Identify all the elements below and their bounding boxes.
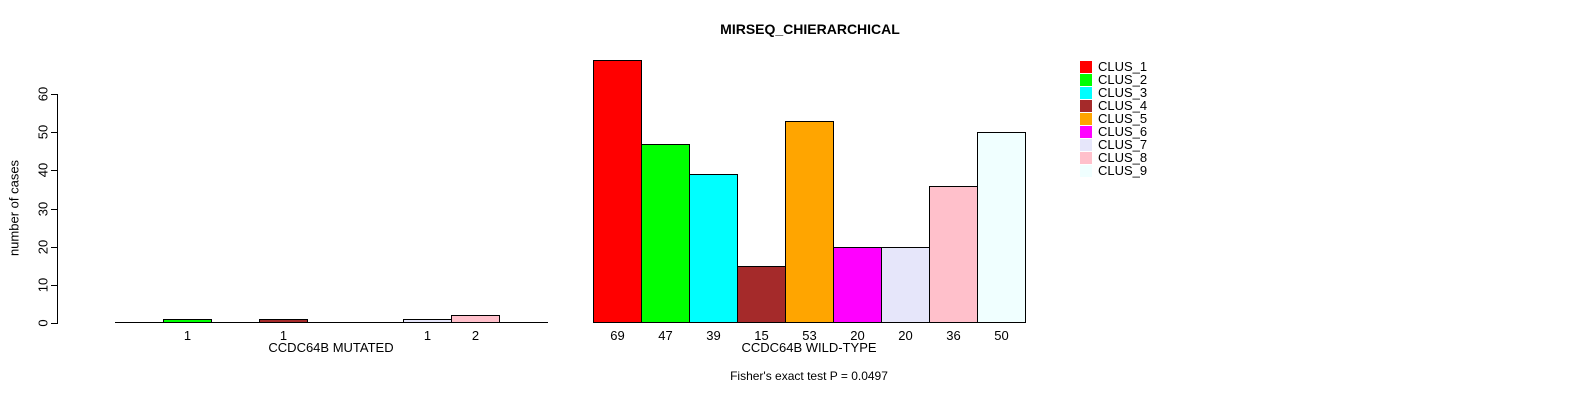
legend-swatch-icon (1080, 86, 1092, 99)
y-tick-label: 0 (35, 319, 51, 327)
legend-item: CLUS_3 (1080, 86, 1147, 99)
bar-CLUS_8 (929, 186, 978, 323)
legend-label: CLUS_9 (1098, 163, 1148, 178)
legend-swatch-icon (1080, 112, 1092, 125)
legend-label: CLUS_7 (1098, 137, 1148, 152)
legend-item: CLUS_4 (1080, 99, 1147, 112)
bar-CLUS_1 (593, 60, 642, 323)
legend-item: CLUS_6 (1080, 125, 1147, 138)
y-tick (51, 323, 57, 324)
y-tick (51, 132, 57, 133)
y-tick (51, 209, 57, 210)
y-tick-label: 50 (35, 124, 51, 140)
legend-label: CLUS_4 (1098, 98, 1148, 113)
x-axis-label-wildtype: CCDC64B WILD-TYPE (741, 340, 877, 355)
x-axis-label-mutated: CCDC64B MUTATED (268, 340, 394, 355)
bar-CLUS_7 (881, 247, 930, 323)
bar-value-label: 15 (754, 328, 769, 343)
legend-label: CLUS_1 (1098, 59, 1148, 74)
bar-value-label: 1 (279, 328, 288, 343)
y-tick (51, 94, 57, 95)
bar-value-label: 20 (898, 328, 913, 343)
bar-CLUS_5 (785, 121, 834, 323)
legend-item: CLUS_8 (1080, 151, 1147, 164)
legend-swatch-icon (1080, 138, 1092, 151)
bar-CLUS_4 (259, 319, 308, 323)
legend-swatch-icon (1080, 60, 1092, 73)
bar-value-label: 2 (471, 328, 480, 343)
legend-swatch-icon (1080, 125, 1092, 138)
x-axis-baseline (115, 322, 548, 323)
y-tick (51, 285, 57, 286)
legend-item: CLUS_5 (1080, 112, 1147, 125)
bar-CLUS_2 (163, 319, 212, 323)
bar-CLUS_7 (403, 319, 452, 323)
legend-item: CLUS_1 (1080, 60, 1147, 73)
bar-value-label: 20 (850, 328, 865, 343)
bar-value-label: 69 (610, 328, 625, 343)
legend-label: CLUS_8 (1098, 150, 1148, 165)
legend: CLUS_1 CLUS_2 CLUS_3 CLUS_4 CLUS_5 CLUS_6 CLUS… (1080, 60, 1147, 177)
legend-swatch-icon (1080, 73, 1092, 86)
y-axis-title: number of cases (6, 159, 22, 257)
bar-value-label: 50 (994, 328, 1009, 343)
y-tick-label: 40 (35, 162, 51, 178)
legend-swatch-icon (1080, 151, 1092, 164)
bar-CLUS_6 (833, 247, 882, 323)
legend-item: CLUS_2 (1080, 73, 1147, 86)
bar-CLUS_9 (977, 132, 1026, 323)
y-tick (51, 247, 57, 248)
bar-value-label: 47 (658, 328, 673, 343)
y-tick-label: 30 (35, 201, 51, 217)
legend-item: CLUS_9 (1080, 164, 1147, 177)
y-tick (51, 170, 57, 171)
y-tick-label: 20 (35, 239, 51, 255)
legend-swatch-icon (1080, 164, 1092, 177)
bar-CLUS_8 (451, 315, 500, 323)
bar-CLUS_3 (689, 174, 738, 323)
y-tick-label: 10 (35, 277, 51, 293)
legend-label: CLUS_6 (1098, 124, 1148, 139)
bar-CLUS_2 (641, 144, 690, 323)
bar-value-label: 39 (706, 328, 721, 343)
y-tick-label: 60 (35, 86, 51, 102)
legend-item: CLUS_7 (1080, 138, 1147, 151)
legend-label: CLUS_5 (1098, 111, 1148, 126)
fisher-test-footnote: Fisher's exact test P = 0.0497 (730, 369, 888, 383)
legend-label: CLUS_3 (1098, 85, 1148, 100)
y-axis-line (57, 94, 58, 324)
bar-value-label: 36 (946, 328, 961, 343)
legend-label: CLUS_2 (1098, 72, 1148, 87)
bar-value-label: 1 (423, 328, 432, 343)
chart-title: MIRSEQ_CHIERARCHICAL (720, 21, 900, 37)
bar-value-label: 53 (802, 328, 817, 343)
bar-CLUS_4 (737, 266, 786, 323)
legend-swatch-icon (1080, 99, 1092, 112)
bar-value-label: 1 (183, 328, 192, 343)
